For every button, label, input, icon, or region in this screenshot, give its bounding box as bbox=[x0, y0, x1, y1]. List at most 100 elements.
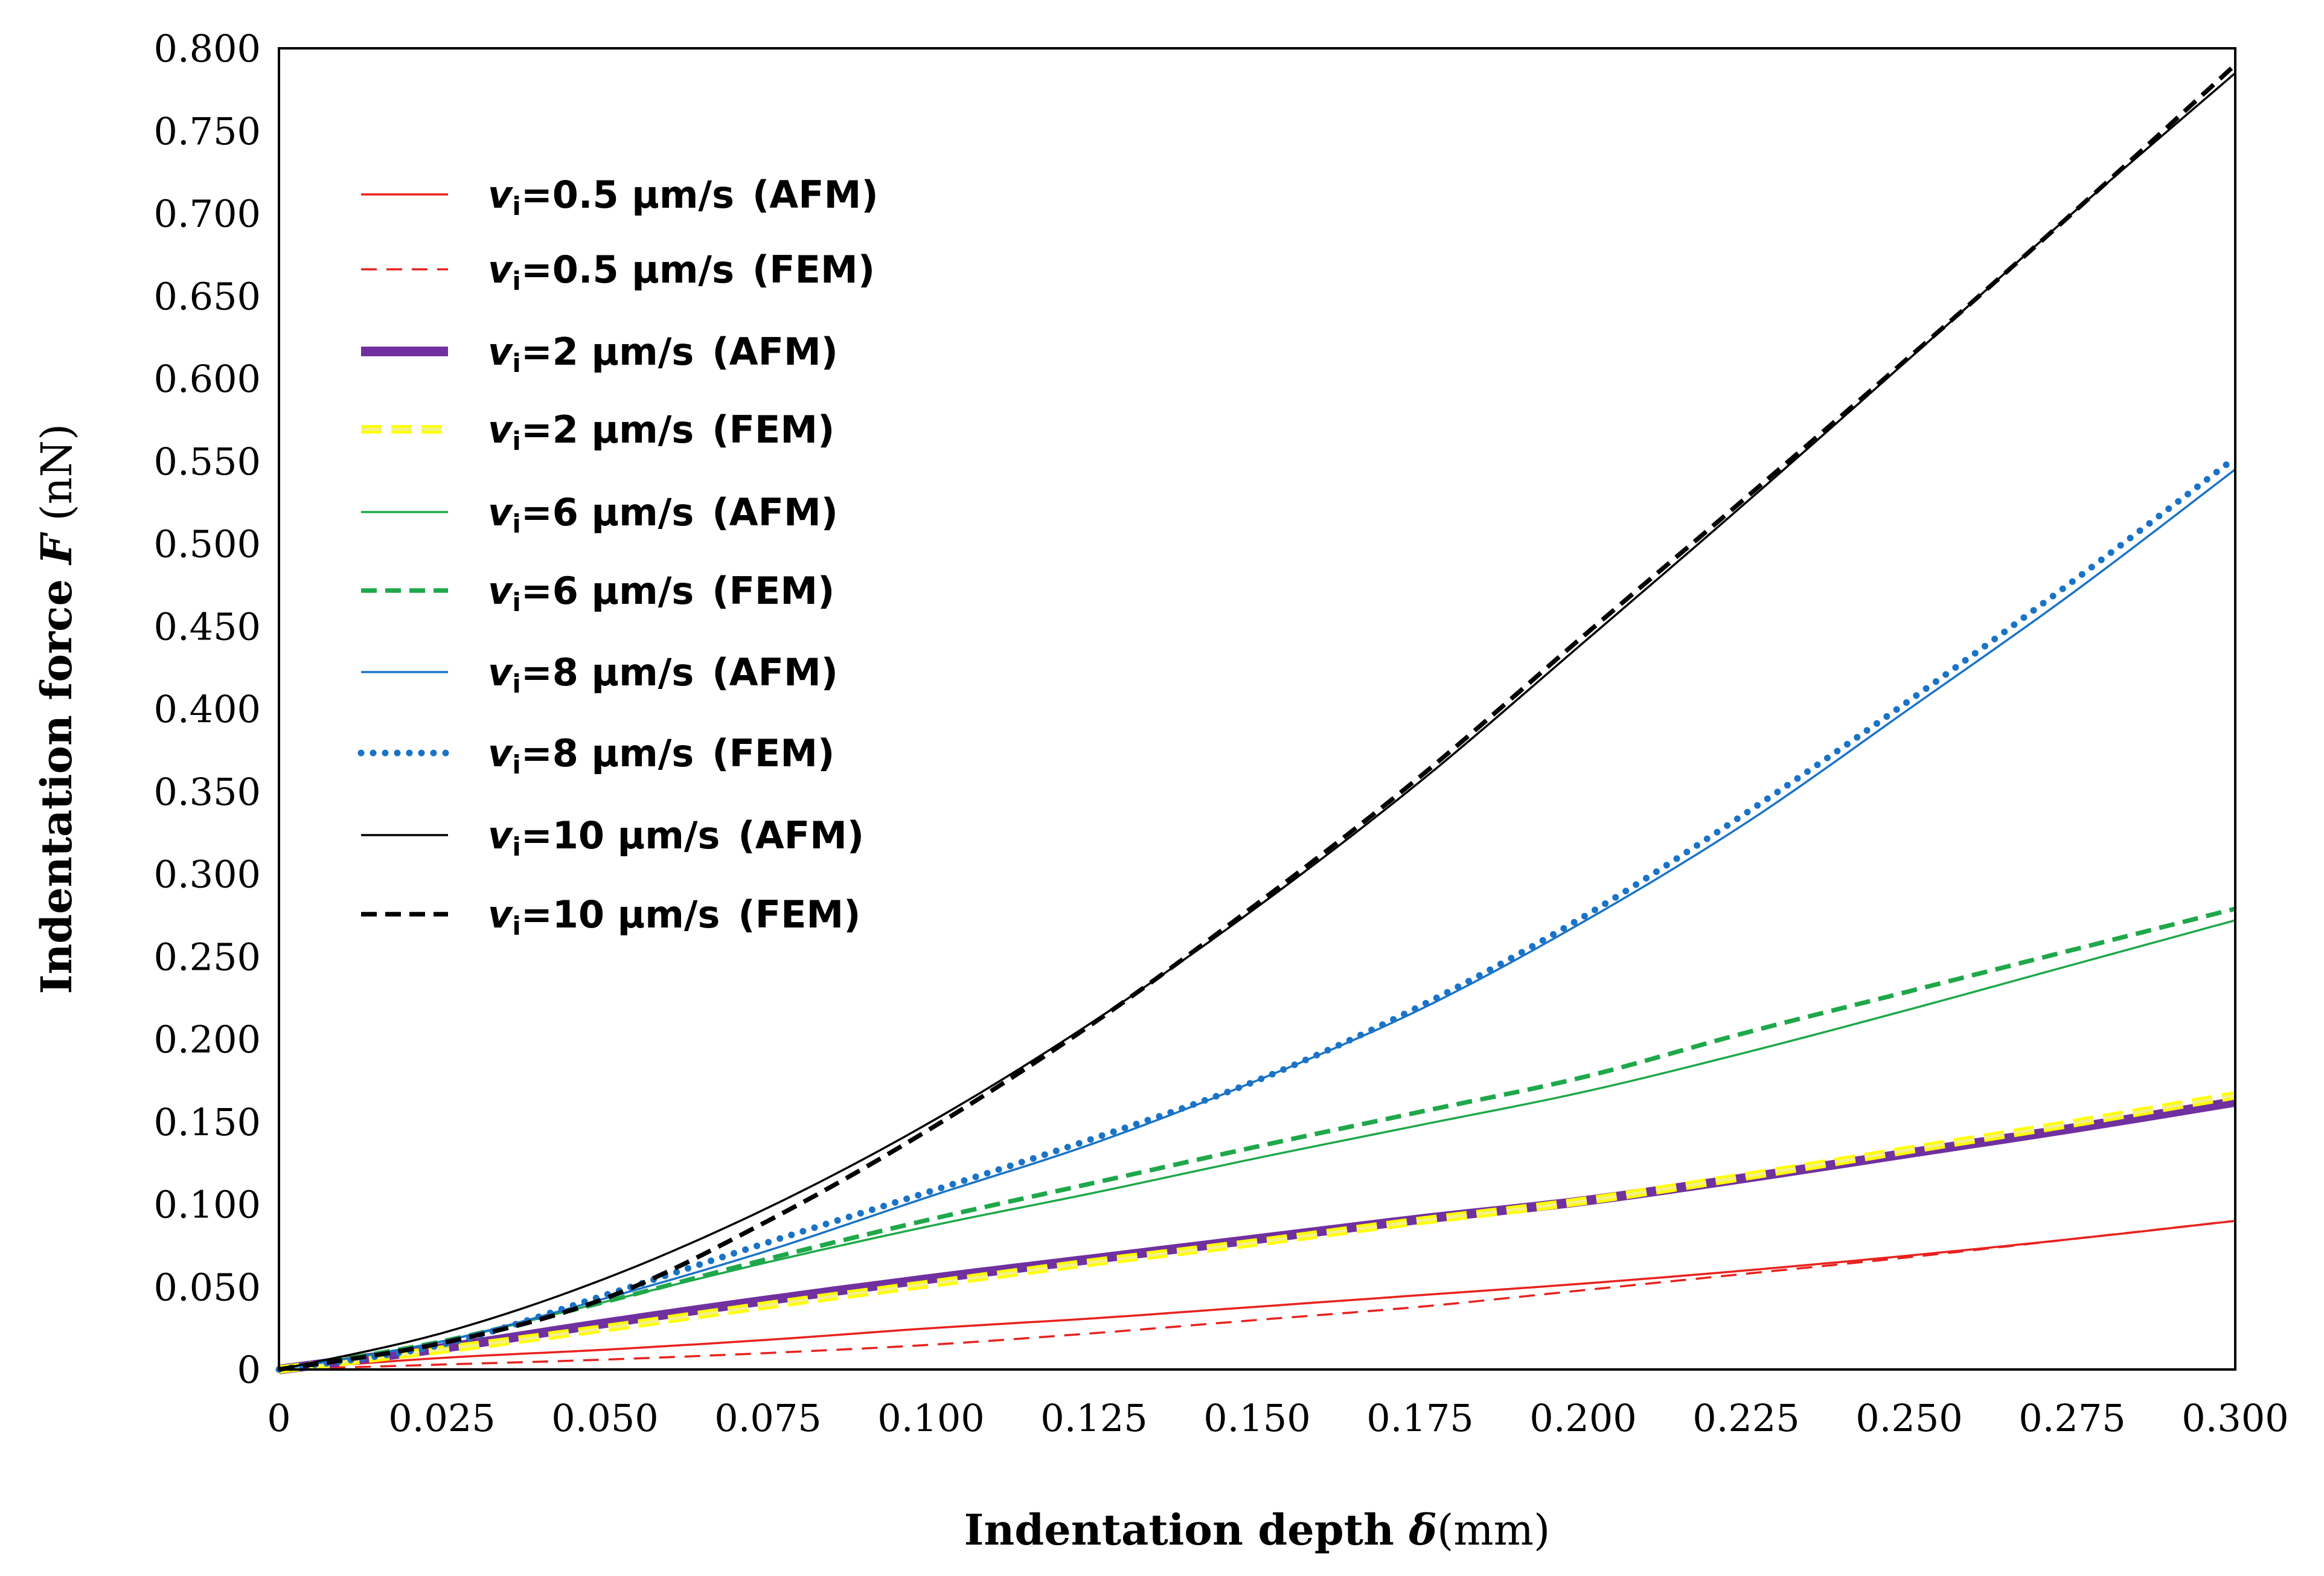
y-tick-label: 0.400 bbox=[154, 687, 261, 731]
y-tick-label: 0.550 bbox=[154, 440, 261, 484]
y-tick-label: 0.500 bbox=[154, 522, 261, 566]
x-tick-label: 0.200 bbox=[1529, 1396, 1637, 1440]
legend-v: v bbox=[488, 813, 514, 857]
x-tick-label: 0 bbox=[267, 1396, 290, 1440]
legend-speed: =0.5 μm/s bbox=[521, 248, 734, 292]
legend-speed: =2 μm/s bbox=[521, 408, 694, 452]
series-layer bbox=[275, 63, 2239, 1374]
legend-v: v bbox=[488, 892, 514, 937]
y-tick-label: 0.350 bbox=[154, 770, 261, 814]
y-tick-label: 0.450 bbox=[154, 604, 261, 649]
x-tick-label: 0.125 bbox=[1040, 1396, 1148, 1440]
legend-method: (FEM) bbox=[712, 408, 834, 452]
x-tick-label: 0.175 bbox=[1366, 1396, 1474, 1440]
legend-v: v bbox=[488, 248, 514, 292]
legend-label: vi=8 μm/s (FEM) bbox=[488, 731, 834, 780]
y-tick-label: 0.300 bbox=[154, 853, 261, 897]
series-10-fem bbox=[278, 63, 2237, 1372]
x-axis-title-unit: (mm) bbox=[1437, 1505, 1550, 1555]
legend-label: vi=2 μm/s (AFM) bbox=[488, 330, 838, 378]
legend-method: (AFM) bbox=[712, 490, 838, 534]
legend-subscript: i bbox=[512, 750, 520, 780]
y-axis-title-unit: (nN) bbox=[32, 424, 82, 534]
x-tick-label: 0.275 bbox=[2018, 1396, 2126, 1440]
series-line bbox=[278, 63, 2237, 1372]
legend: vi=0.5 μm/s (AFM)vi=0.5 μm/s (FEM)vi=2 μm/… bbox=[357, 173, 879, 941]
legend-method: (AFM) bbox=[712, 650, 838, 694]
y-tick-label: 0.250 bbox=[154, 935, 261, 979]
legend-item: vi=6 μm/s (FEM) bbox=[361, 569, 834, 617]
legend-label: vi=6 μm/s (AFM) bbox=[488, 490, 838, 539]
x-tick-label: 0.100 bbox=[877, 1396, 985, 1440]
legend-label: vi=8 μm/s (AFM) bbox=[488, 650, 838, 699]
legend-v: v bbox=[488, 490, 514, 534]
x-tick-label: 0.075 bbox=[714, 1396, 822, 1440]
legend-speed: =6 μm/s bbox=[521, 569, 694, 613]
y-tick-labels: 0 0.050 0.100 0.150 0.200 0.250 0.300 0.350 0.40… bbox=[154, 27, 261, 1392]
legend-v: v bbox=[488, 173, 514, 217]
series-line bbox=[278, 1220, 2236, 1371]
legend-item: vi=0.5 μm/s (FEM) bbox=[361, 248, 875, 296]
y-tick-label: 0.200 bbox=[154, 1017, 261, 1062]
legend-method: (FEM) bbox=[712, 731, 834, 775]
y-tick-label: 0.800 bbox=[154, 27, 261, 71]
legend-subscript: i bbox=[512, 266, 520, 296]
y-tick-label: 0.150 bbox=[154, 1100, 261, 1144]
legend-label: vi=10 μm/s (AFM) bbox=[488, 813, 864, 862]
legend-label: vi=10 μm/s (FEM) bbox=[488, 892, 861, 941]
y-tick-label: 0.050 bbox=[154, 1265, 261, 1309]
legend-label: vi=2 μm/s (FEM) bbox=[488, 408, 834, 456]
legend-speed: =8 μm/s bbox=[521, 650, 694, 694]
x-tick-labels: 0 0.025 0.050 0.075 0.100 0.125 0.150 0.175 0.20… bbox=[267, 1396, 2288, 1440]
legend-method: (FEM) bbox=[738, 892, 860, 937]
legend-item: vi=2 μm/s (AFM) bbox=[361, 330, 838, 378]
x-tick-label: 0.300 bbox=[2182, 1396, 2289, 1440]
legend-v: v bbox=[488, 330, 514, 374]
y-axis-title: Indentation force F (nN) bbox=[31, 424, 82, 995]
x-axis-title-prefix: Indentation depth bbox=[964, 1505, 1409, 1555]
series-line bbox=[275, 454, 2239, 1373]
legend-v: v bbox=[488, 731, 514, 775]
legend-item: vi=0.5 μm/s (AFM) bbox=[361, 173, 879, 221]
legend-item: vi=8 μm/s (AFM) bbox=[361, 650, 838, 699]
legend-subscript: i bbox=[512, 426, 520, 456]
y-tick-label: 0.750 bbox=[154, 109, 261, 153]
legend-speed: =0.5 μm/s bbox=[521, 173, 734, 217]
series-0_5-afm bbox=[278, 1220, 2236, 1371]
legend-method: (FEM) bbox=[752, 248, 875, 292]
legend-subscript: i bbox=[512, 832, 520, 862]
y-axis-title-symbol: F bbox=[31, 532, 82, 566]
legend-method: (AFM) bbox=[712, 330, 838, 374]
legend-label: vi=6 μm/s (FEM) bbox=[488, 569, 834, 617]
x-tick-label: 0.050 bbox=[551, 1396, 659, 1440]
legend-subscript: i bbox=[512, 911, 520, 941]
legend-method: (AFM) bbox=[752, 173, 879, 217]
series-8-fem bbox=[275, 454, 2239, 1373]
plot-frame bbox=[278, 47, 2236, 1371]
x-tick-label: 0.150 bbox=[1203, 1396, 1311, 1440]
legend-label: vi=0.5 μm/s (AFM) bbox=[488, 173, 879, 221]
legend-subscript: i bbox=[512, 191, 520, 221]
x-axis-title-symbol: δ bbox=[1408, 1505, 1437, 1555]
legend-subscript: i bbox=[512, 669, 520, 699]
y-tick-label: 0 bbox=[237, 1348, 261, 1392]
legend-method: (FEM) bbox=[712, 569, 834, 613]
x-tick-label: 0.025 bbox=[388, 1396, 496, 1440]
legend-speed: =6 μm/s bbox=[521, 490, 694, 534]
legend-speed: =10 μm/s bbox=[521, 813, 720, 857]
legend-method: (AFM) bbox=[738, 813, 864, 857]
series-line bbox=[278, 906, 2236, 1372]
y-tick-label: 0.100 bbox=[154, 1183, 261, 1227]
series-6-afm bbox=[278, 919, 2236, 1371]
series-line bbox=[278, 469, 2236, 1371]
legend-v: v bbox=[488, 408, 514, 452]
y-tick-label: 0.700 bbox=[154, 192, 261, 236]
x-axis-title: Indentation depth δ(mm) bbox=[964, 1505, 1551, 1555]
series-line-inner bbox=[278, 1094, 2236, 1371]
legend-item: vi=6 μm/s (AFM) bbox=[361, 490, 838, 539]
legend-speed: =10 μm/s bbox=[521, 892, 720, 937]
legend-subscript: i bbox=[512, 509, 520, 539]
x-tick-label: 0.250 bbox=[1855, 1396, 1963, 1440]
